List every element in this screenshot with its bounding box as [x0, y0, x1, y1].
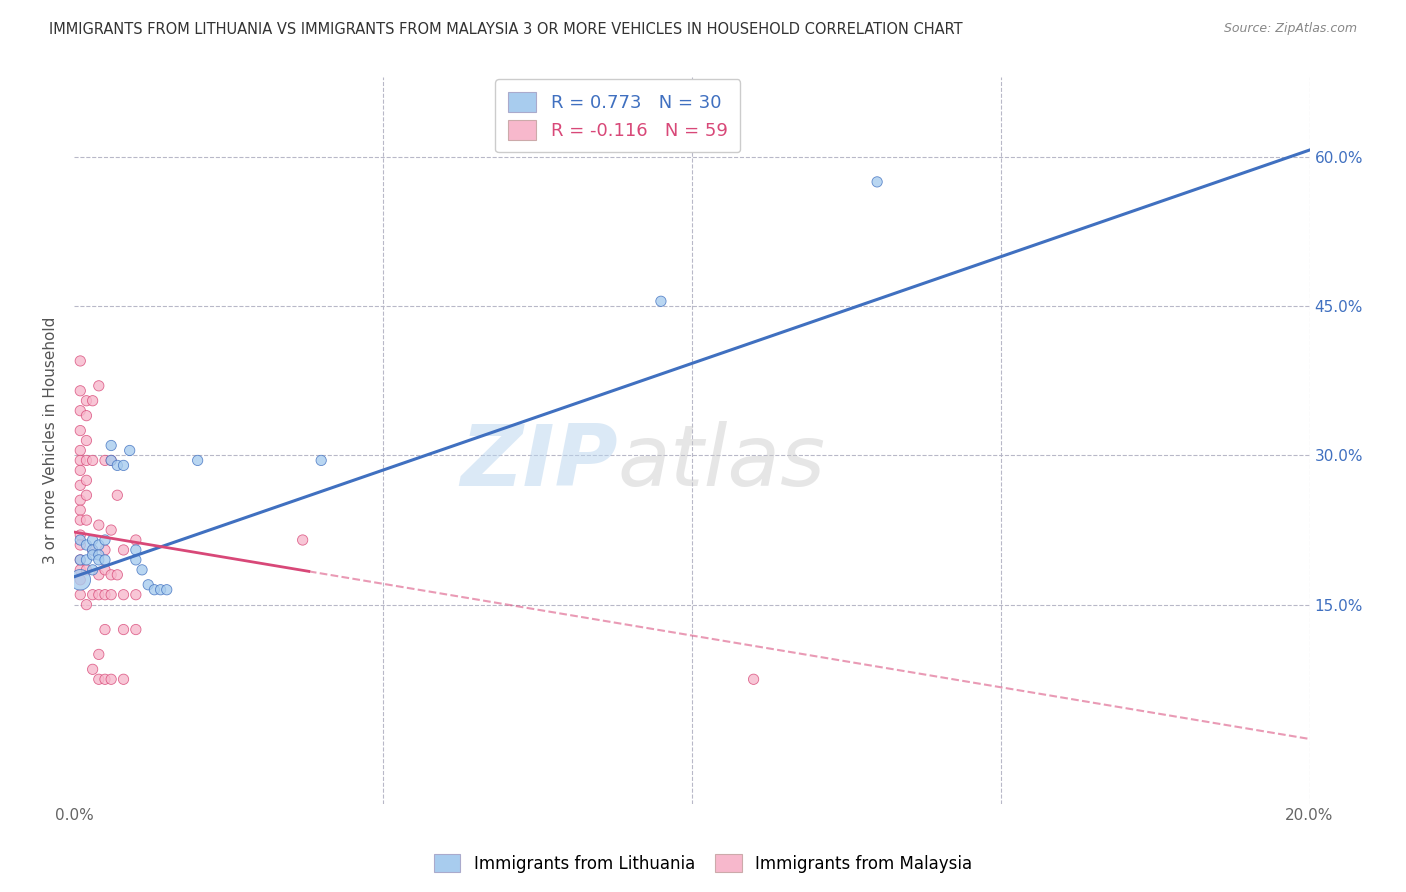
Point: [87, 567, 110, 582]
Point: [82, 453, 104, 467]
Point: [69, 354, 91, 368]
Point: [75, 488, 97, 502]
Point: [69, 573, 91, 587]
Point: [291, 533, 314, 547]
Point: [100, 453, 122, 467]
Point: [87, 518, 110, 533]
Point: [118, 443, 141, 458]
Point: [112, 588, 135, 602]
Point: [125, 623, 148, 637]
Point: [82, 662, 104, 676]
Point: [75, 473, 97, 487]
Point: [69, 493, 91, 508]
Point: [75, 434, 97, 448]
Point: [69, 528, 91, 542]
Legend: R = 0.773   N = 30, R = -0.116   N = 59: R = 0.773 N = 30, R = -0.116 N = 59: [495, 79, 741, 153]
Point: [87, 553, 110, 567]
Legend: Immigrants from Lithuania, Immigrants from Malaysia: Immigrants from Lithuania, Immigrants fr…: [427, 847, 979, 880]
Point: [650, 294, 672, 309]
Y-axis label: 3 or more Vehicles in Household: 3 or more Vehicles in Household: [44, 317, 58, 565]
Point: [105, 488, 128, 502]
Point: [87, 648, 110, 662]
Point: [69, 553, 91, 567]
Point: [105, 567, 128, 582]
Point: [94, 453, 117, 467]
Point: [69, 533, 91, 547]
Point: [112, 623, 135, 637]
Point: [75, 563, 97, 577]
Point: [143, 582, 166, 597]
Point: [75, 409, 97, 423]
Point: [309, 453, 332, 467]
Point: [94, 533, 117, 547]
Point: [87, 379, 110, 393]
Point: [87, 548, 110, 562]
Point: [69, 463, 91, 477]
Point: [125, 553, 148, 567]
Point: [82, 393, 104, 408]
Point: [742, 673, 765, 687]
Point: [87, 673, 110, 687]
Point: [69, 553, 91, 567]
Point: [112, 673, 135, 687]
Point: [149, 582, 172, 597]
Text: Source: ZipAtlas.com: Source: ZipAtlas.com: [1223, 22, 1357, 36]
Point: [866, 175, 889, 189]
Point: [75, 393, 97, 408]
Point: [125, 533, 148, 547]
Point: [100, 567, 122, 582]
Point: [112, 543, 135, 558]
Point: [125, 588, 148, 602]
Point: [75, 598, 97, 612]
Point: [69, 443, 91, 458]
Point: [136, 578, 159, 592]
Point: [69, 384, 91, 398]
Point: [187, 453, 209, 467]
Point: [94, 673, 117, 687]
Point: [69, 503, 91, 517]
Point: [100, 588, 122, 602]
Point: [82, 543, 104, 558]
Point: [112, 458, 135, 473]
Point: [87, 538, 110, 552]
Point: [82, 563, 104, 577]
Point: [69, 538, 91, 552]
Point: [69, 573, 91, 587]
Point: [94, 543, 117, 558]
Point: [82, 588, 104, 602]
Point: [75, 453, 97, 467]
Point: [69, 478, 91, 492]
Point: [75, 513, 97, 527]
Point: [87, 588, 110, 602]
Point: [100, 673, 122, 687]
Point: [82, 543, 104, 558]
Point: [75, 538, 97, 552]
Point: [156, 582, 179, 597]
Text: IMMIGRANTS FROM LITHUANIA VS IMMIGRANTS FROM MALAYSIA 3 OR MORE VEHICLES IN HOUS: IMMIGRANTS FROM LITHUANIA VS IMMIGRANTS …: [49, 22, 963, 37]
Point: [69, 403, 91, 417]
Point: [69, 453, 91, 467]
Point: [75, 553, 97, 567]
Point: [69, 588, 91, 602]
Point: [125, 543, 148, 558]
Point: [82, 548, 104, 562]
Point: [100, 453, 122, 467]
Point: [105, 458, 128, 473]
Point: [69, 563, 91, 577]
Point: [82, 533, 104, 547]
Point: [94, 588, 117, 602]
Text: atlas: atlas: [617, 421, 825, 504]
Point: [94, 563, 117, 577]
Point: [69, 513, 91, 527]
Point: [100, 438, 122, 452]
Point: [100, 523, 122, 537]
Point: [69, 424, 91, 438]
Text: ZIP: ZIP: [460, 421, 617, 504]
Point: [131, 563, 153, 577]
Point: [94, 623, 117, 637]
Point: [94, 553, 117, 567]
